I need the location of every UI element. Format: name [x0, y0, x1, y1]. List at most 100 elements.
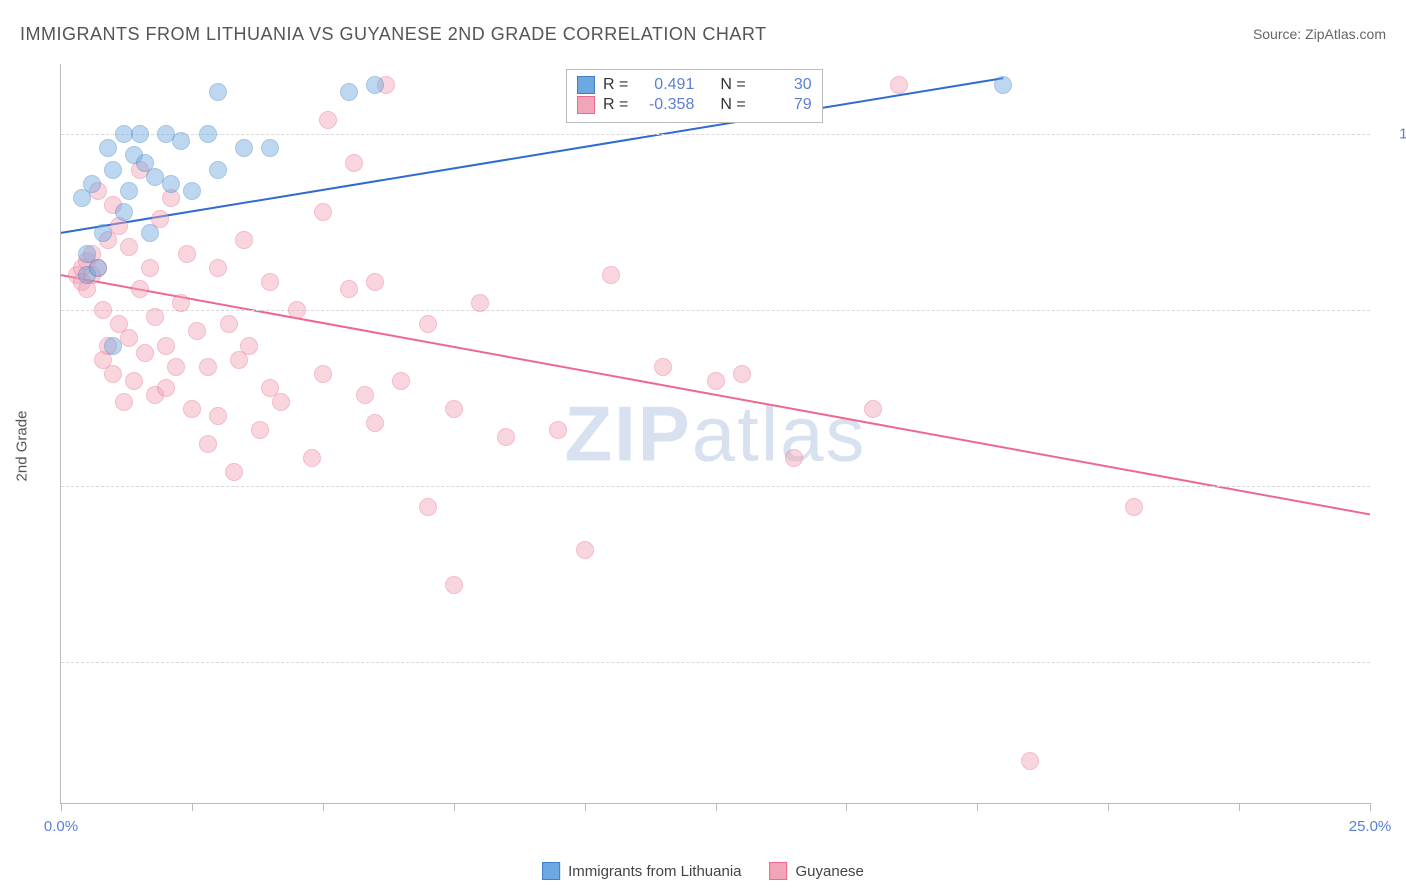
scatter-point-lithuania — [94, 224, 112, 242]
n-value-guyanese: 79 — [754, 96, 812, 114]
scatter-point-guyanese — [240, 337, 258, 355]
scatter-point-lithuania — [83, 175, 101, 193]
y-tick-label: 100.0% — [1380, 126, 1406, 143]
scatter-point-guyanese — [261, 273, 279, 291]
gridline — [61, 310, 1370, 311]
scatter-point-lithuania — [172, 132, 190, 150]
x-tick — [61, 803, 62, 811]
trend-line-lithuania — [61, 78, 1003, 233]
scatter-point-guyanese — [497, 428, 515, 446]
scatter-point-guyanese — [220, 315, 238, 333]
scatter-point-lithuania — [340, 83, 358, 101]
x-tick — [454, 803, 455, 811]
scatter-point-guyanese — [125, 372, 143, 390]
scatter-point-guyanese — [199, 435, 217, 453]
x-tick — [323, 803, 324, 811]
gridline — [61, 486, 1370, 487]
scatter-point-guyanese — [209, 407, 227, 425]
scatter-point-guyanese — [225, 463, 243, 481]
scatter-point-guyanese — [94, 301, 112, 319]
scatter-point-guyanese — [1125, 498, 1143, 516]
x-tick — [716, 803, 717, 811]
x-tick-label: 25.0% — [1349, 818, 1392, 835]
y-tick-label: 95.0% — [1380, 478, 1406, 495]
scatter-point-guyanese — [251, 421, 269, 439]
source-label: Source: ZipAtlas.com — [1253, 26, 1386, 42]
legend-label-guyanese: Guyanese — [796, 863, 864, 880]
scatter-point-guyanese — [356, 386, 374, 404]
scatter-point-lithuania — [261, 139, 279, 157]
x-tick — [1108, 803, 1109, 811]
scatter-point-guyanese — [654, 358, 672, 376]
scatter-point-guyanese — [141, 259, 159, 277]
scatter-point-lithuania — [104, 161, 122, 179]
y-axis-label: 2nd Grade — [14, 411, 31, 482]
swatch-lithuania — [542, 862, 560, 880]
x-tick — [1239, 803, 1240, 811]
x-tick — [977, 803, 978, 811]
scatter-point-guyanese — [445, 400, 463, 418]
scatter-point-guyanese — [890, 76, 908, 94]
scatter-point-lithuania — [994, 76, 1012, 94]
r-value-lithuania: 0.491 — [636, 76, 694, 94]
scatter-point-lithuania — [183, 182, 201, 200]
y-tick-label: 92.5% — [1380, 654, 1406, 671]
scatter-point-guyanese — [366, 273, 384, 291]
scatter-point-guyanese — [209, 259, 227, 277]
scatter-point-guyanese — [314, 365, 332, 383]
scatter-point-guyanese — [445, 576, 463, 594]
legend-item-guyanese: Guyanese — [770, 862, 864, 880]
scatter-point-guyanese — [303, 449, 321, 467]
x-tick-label: 0.0% — [44, 818, 78, 835]
scatter-point-guyanese — [115, 393, 133, 411]
scatter-point-guyanese — [314, 203, 332, 221]
x-tick — [585, 803, 586, 811]
scatter-point-lithuania — [199, 125, 217, 143]
page-title: IMMIGRANTS FROM LITHUANIA VS GUYANESE 2N… — [20, 24, 767, 45]
swatch-guyanese — [577, 96, 595, 114]
r-label: R = — [603, 96, 628, 114]
scatter-point-guyanese — [157, 337, 175, 355]
scatter-point-guyanese — [733, 365, 751, 383]
scatter-point-guyanese — [549, 421, 567, 439]
scatter-point-guyanese — [178, 245, 196, 263]
scatter-point-guyanese — [785, 449, 803, 467]
scatter-point-guyanese — [345, 154, 363, 172]
scatter-point-guyanese — [172, 294, 190, 312]
stats-legend-box: R = 0.491 N = 30 R = -0.358 N = 79 — [566, 69, 823, 123]
scatter-point-guyanese — [146, 308, 164, 326]
scatter-point-guyanese — [1021, 752, 1039, 770]
scatter-point-guyanese — [471, 294, 489, 312]
scatter-point-guyanese — [120, 238, 138, 256]
legend-item-lithuania: Immigrants from Lithuania — [542, 862, 741, 880]
x-tick — [846, 803, 847, 811]
scatter-point-guyanese — [131, 280, 149, 298]
scatter-point-guyanese — [419, 315, 437, 333]
plot-area: ZIPatlas R = 0.491 N = 30 R = -0.358 N =… — [60, 64, 1370, 804]
scatter-point-guyanese — [235, 231, 253, 249]
y-tick-label: 97.5% — [1380, 302, 1406, 319]
stats-row-lithuania: R = 0.491 N = 30 — [577, 76, 812, 94]
scatter-point-guyanese — [104, 365, 122, 383]
scatter-point-lithuania — [209, 83, 227, 101]
scatter-point-guyanese — [864, 400, 882, 418]
scatter-point-lithuania — [366, 76, 384, 94]
x-tick — [1370, 803, 1371, 811]
scatter-point-guyanese — [419, 498, 437, 516]
scatter-point-guyanese — [157, 379, 175, 397]
scatter-point-lithuania — [235, 139, 253, 157]
r-value-guyanese: -0.358 — [636, 96, 694, 114]
scatter-point-guyanese — [340, 280, 358, 298]
scatter-point-guyanese — [319, 111, 337, 129]
scatter-point-guyanese — [288, 301, 306, 319]
scatter-point-lithuania — [209, 161, 227, 179]
scatter-point-guyanese — [167, 358, 185, 376]
bottom-legend: Immigrants from Lithuania Guyanese — [542, 862, 864, 880]
scatter-point-lithuania — [131, 125, 149, 143]
swatch-lithuania — [577, 76, 595, 94]
scatter-point-lithuania — [89, 259, 107, 277]
n-label: N = — [720, 76, 745, 94]
scatter-point-lithuania — [104, 337, 122, 355]
legend-label-lithuania: Immigrants from Lithuania — [568, 863, 741, 880]
swatch-guyanese — [770, 862, 788, 880]
